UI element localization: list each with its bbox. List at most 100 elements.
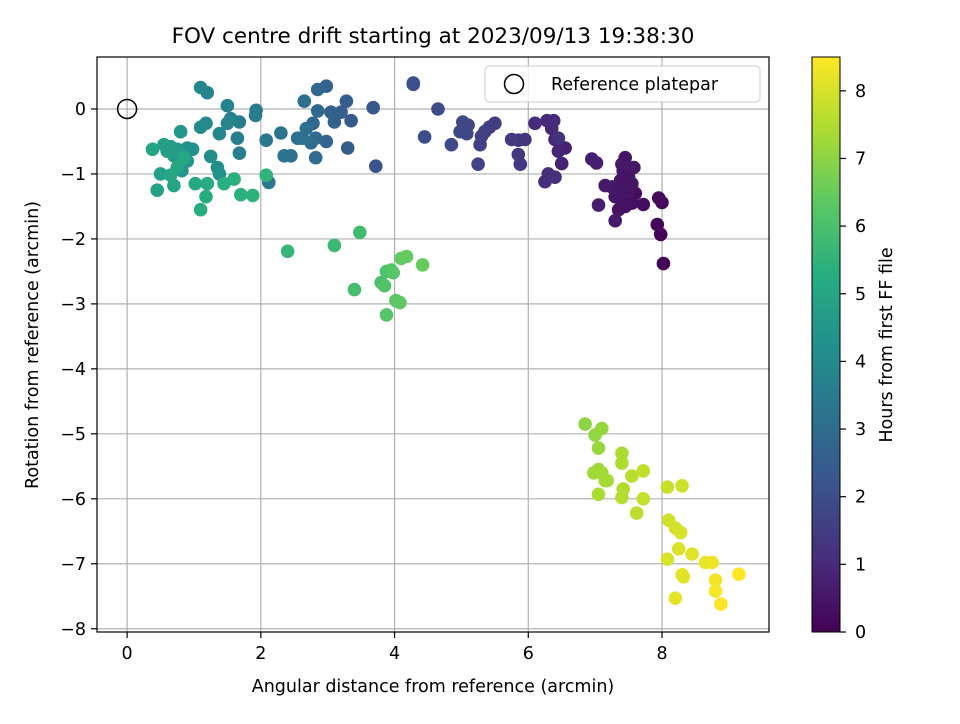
data-point (625, 469, 639, 483)
colorbar-tick-label: 2 (855, 488, 866, 508)
data-point (636, 492, 651, 506)
data-point (673, 525, 688, 540)
data-point (595, 421, 609, 436)
y-axis-label: Rotation from reference (arcmin) (23, 201, 43, 489)
data-point (188, 176, 203, 191)
data-point (551, 144, 566, 158)
data-point (344, 113, 358, 128)
data-point (585, 152, 599, 166)
data-point (339, 94, 354, 108)
data-point (406, 77, 421, 92)
data-point (290, 131, 305, 145)
y-tick-label: −3 (60, 295, 86, 315)
x-tick-label: 2 (255, 644, 266, 664)
data-point (220, 116, 235, 131)
data-point (386, 265, 401, 280)
data-point (444, 137, 459, 152)
data-point (366, 100, 381, 115)
data-point (685, 547, 699, 561)
data-point (548, 170, 562, 184)
data-point (324, 105, 338, 119)
data-point (274, 126, 288, 140)
data-point (369, 159, 383, 173)
y-tick-label: −6 (60, 490, 86, 510)
data-point (193, 120, 208, 134)
data-point (615, 446, 629, 461)
data-point (471, 157, 485, 171)
y-tick-label: −2 (60, 230, 86, 250)
data-point (598, 178, 612, 193)
colorbar-tick-label: 4 (855, 352, 866, 372)
data-point (676, 570, 691, 584)
data-point (193, 202, 208, 217)
data-point (153, 167, 168, 181)
data-point (591, 487, 606, 502)
colorbar-tick-label: 5 (855, 285, 866, 305)
y-axis-ticks: 0 −1 −2 −3 −4 −5 −6 −7 −8 (60, 100, 97, 640)
x-tick-label: 0 (122, 644, 133, 664)
data-point (504, 132, 519, 147)
data-point (660, 480, 675, 494)
colorbar-tick-label: 0 (855, 623, 866, 643)
colorbar-gradient (811, 56, 841, 633)
data-point (540, 113, 554, 128)
data-point (308, 150, 323, 165)
x-axis-ticks: 0 2 4 6 8 (122, 632, 668, 664)
data-point (417, 130, 432, 144)
data-point (280, 244, 295, 259)
colorbar-tick-label: 1 (855, 555, 866, 575)
data-point (651, 191, 666, 205)
data-point (248, 108, 263, 123)
data-point (629, 506, 644, 520)
plot-frame (96, 56, 770, 633)
data-point (415, 258, 430, 272)
data-point (636, 464, 651, 478)
data-point (377, 278, 392, 293)
data-point (170, 160, 184, 175)
y-tick-label: −5 (60, 425, 86, 445)
data-point (399, 249, 414, 264)
legend-box (484, 65, 761, 103)
data-point (611, 202, 626, 217)
data-point (297, 94, 312, 108)
data-point (615, 157, 629, 171)
reference-platepar-marker (116, 98, 138, 120)
data-point (310, 82, 325, 97)
legend-marker-reference-platepar (503, 73, 525, 95)
data-point (656, 256, 671, 271)
data-point (708, 584, 723, 598)
legend: Reference platepar (484, 65, 761, 103)
data-point (611, 185, 626, 199)
data-point (473, 137, 487, 152)
data-point (353, 225, 367, 240)
y-tick-label: 0 (75, 100, 86, 120)
colorbar-ticks: 0 1 2 3 4 5 6 7 8 (840, 82, 866, 643)
colorbar-tick-label: 8 (855, 82, 866, 102)
colorbar-label: Hours from first FF file (877, 247, 897, 442)
colorbar-tick-label: 7 (855, 149, 866, 169)
data-point (347, 282, 362, 297)
data-point (431, 102, 445, 116)
data-point (319, 134, 334, 149)
data-point (453, 124, 467, 139)
data-points (116, 76, 746, 611)
y-tick-label: −8 (60, 620, 86, 640)
data-point (671, 542, 686, 556)
data-point (393, 295, 407, 310)
data-point (608, 213, 622, 228)
data-point (220, 98, 235, 113)
data-point (217, 176, 231, 191)
grid-lines (97, 57, 769, 632)
y-tick-label: −4 (60, 360, 86, 380)
data-point (705, 555, 719, 570)
data-point (230, 131, 245, 145)
data-point (600, 473, 614, 488)
data-point (615, 490, 629, 505)
x-tick-label: 4 (389, 644, 400, 664)
data-point (340, 141, 355, 155)
data-point (177, 150, 191, 165)
data-point (660, 552, 675, 566)
x-tick-label: 8 (656, 644, 667, 664)
data-point (259, 133, 274, 147)
data-point (193, 80, 208, 95)
